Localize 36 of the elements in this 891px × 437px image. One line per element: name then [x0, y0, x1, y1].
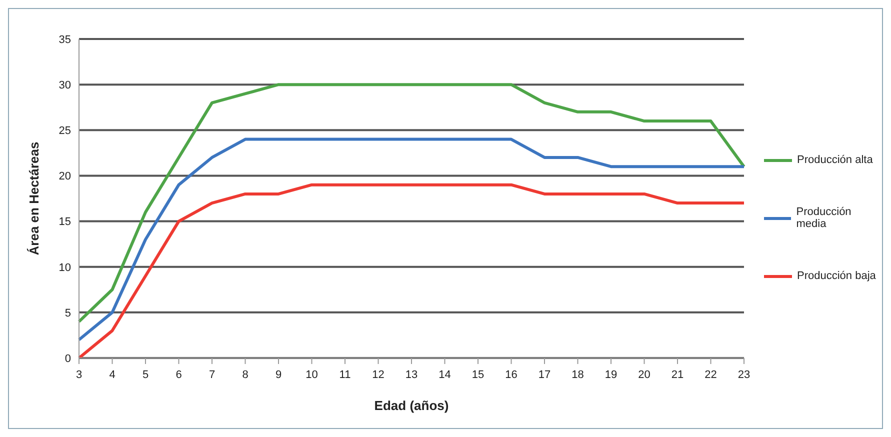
x-tick-label: 3	[76, 368, 82, 381]
x-tick-label: 23	[738, 368, 750, 381]
legend-label: Producción alta	[797, 154, 873, 166]
y-tick-label: 10	[58, 262, 71, 274]
y-tick-label: 5	[64, 307, 71, 320]
legend-label: Producción baja	[797, 270, 876, 282]
x-tick-label: 9	[275, 368, 282, 381]
legend-label: Producción media	[796, 206, 852, 230]
line-series	[78, 83, 746, 324]
y-tick-label: 25	[58, 125, 71, 138]
x-tick-label: 19	[604, 368, 618, 381]
x-tick-label: 7	[208, 368, 216, 381]
x-tick-label: 6	[176, 368, 182, 381]
x-tick-label: 8	[242, 368, 248, 381]
y-tick-label: 30	[58, 79, 71, 92]
x-tick-label: 10	[306, 368, 318, 381]
x-axis-title: Edad (años)	[374, 398, 449, 413]
x-tick-label: 14	[438, 368, 451, 381]
x-tick-label: 22	[704, 368, 717, 381]
x-tick-label: 4	[109, 368, 116, 381]
line-series	[78, 138, 746, 342]
x-tick-label: 18	[572, 368, 584, 381]
x-tick-label: 20	[638, 368, 650, 381]
y-tick-label: 35	[58, 34, 71, 46]
x-tick-label: 5	[142, 368, 149, 381]
y-axis-title: Área en Hectáreas	[26, 142, 42, 256]
y-tick-label: 0	[64, 352, 71, 365]
y-tick-label: 20	[58, 170, 71, 183]
x-tick-label: 21	[671, 368, 684, 381]
y-tick-label: 15	[58, 216, 71, 228]
x-tick-label: 12	[372, 368, 384, 381]
x-tick-label: 16	[505, 368, 518, 381]
x-tick-label: 11	[339, 368, 351, 381]
x-tick-label: 17	[538, 368, 551, 381]
x-tick-label: 15	[472, 368, 484, 381]
x-tick-label: 13	[405, 368, 418, 381]
